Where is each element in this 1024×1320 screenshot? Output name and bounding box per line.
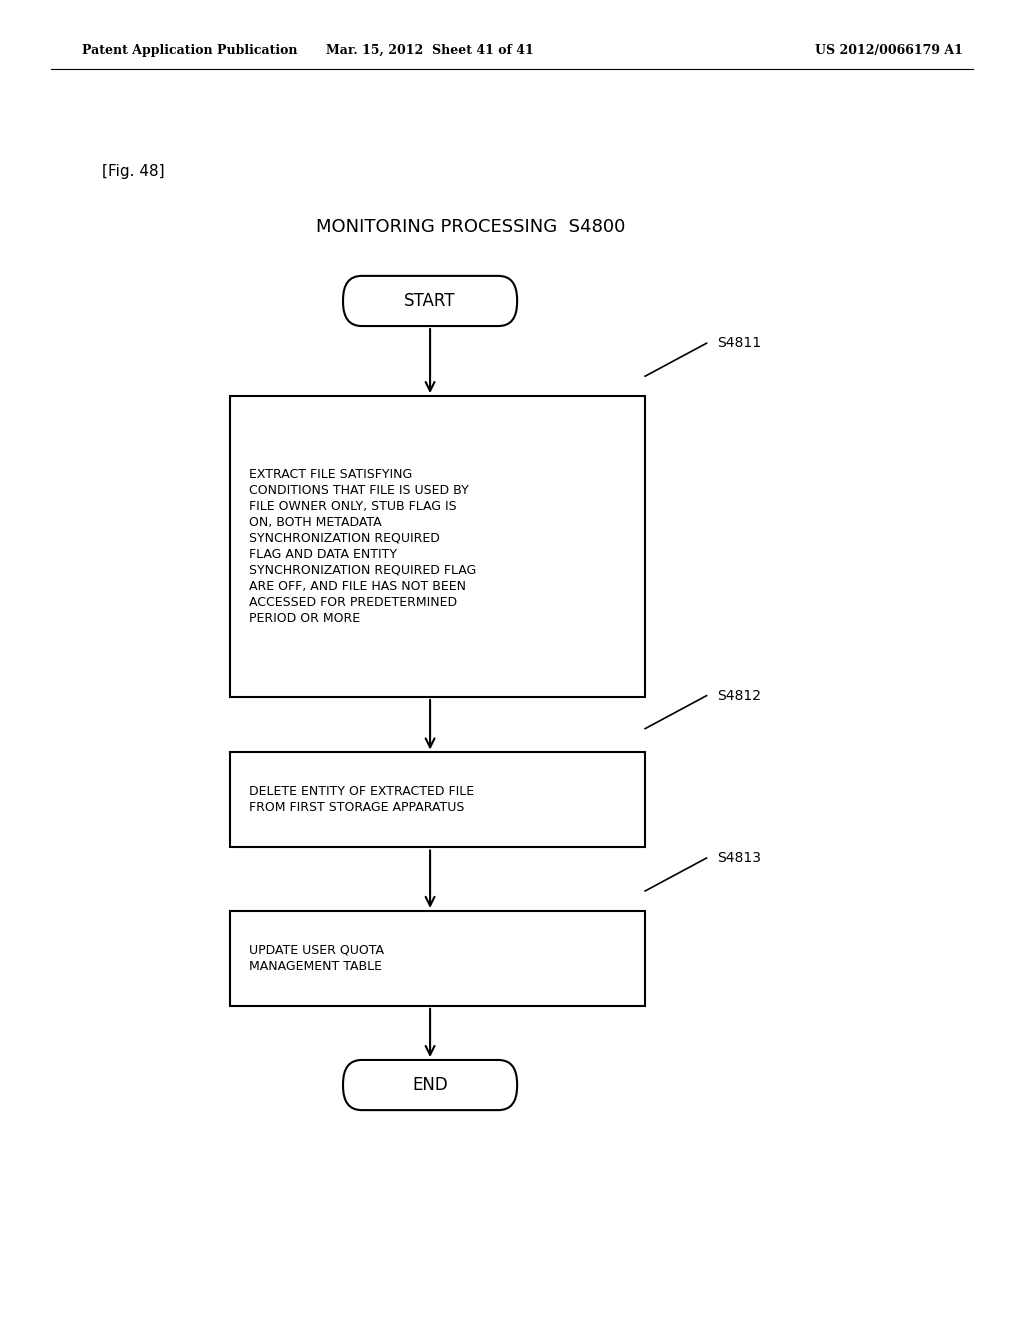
Text: END: END (413, 1076, 447, 1094)
Text: Patent Application Publication: Patent Application Publication (82, 44, 297, 57)
Text: START: START (404, 292, 456, 310)
Text: S4812: S4812 (717, 689, 761, 702)
Text: [Fig. 48]: [Fig. 48] (102, 164, 165, 180)
FancyBboxPatch shape (230, 911, 645, 1006)
FancyBboxPatch shape (343, 1060, 517, 1110)
Text: MONITORING PROCESSING  S4800: MONITORING PROCESSING S4800 (316, 218, 626, 236)
FancyBboxPatch shape (230, 752, 645, 847)
FancyBboxPatch shape (230, 396, 645, 697)
Text: Mar. 15, 2012  Sheet 41 of 41: Mar. 15, 2012 Sheet 41 of 41 (327, 44, 534, 57)
Text: US 2012/0066179 A1: US 2012/0066179 A1 (815, 44, 963, 57)
FancyBboxPatch shape (343, 276, 517, 326)
Text: EXTRACT FILE SATISFYING
CONDITIONS THAT FILE IS USED BY
FILE OWNER ONLY, STUB FL: EXTRACT FILE SATISFYING CONDITIONS THAT … (249, 469, 476, 624)
Text: S4813: S4813 (717, 851, 761, 865)
Text: DELETE ENTITY OF EXTRACTED FILE
FROM FIRST STORAGE APPARATUS: DELETE ENTITY OF EXTRACTED FILE FROM FIR… (249, 785, 474, 814)
Text: S4811: S4811 (717, 337, 761, 350)
Text: UPDATE USER QUOTA
MANAGEMENT TABLE: UPDATE USER QUOTA MANAGEMENT TABLE (249, 944, 384, 973)
